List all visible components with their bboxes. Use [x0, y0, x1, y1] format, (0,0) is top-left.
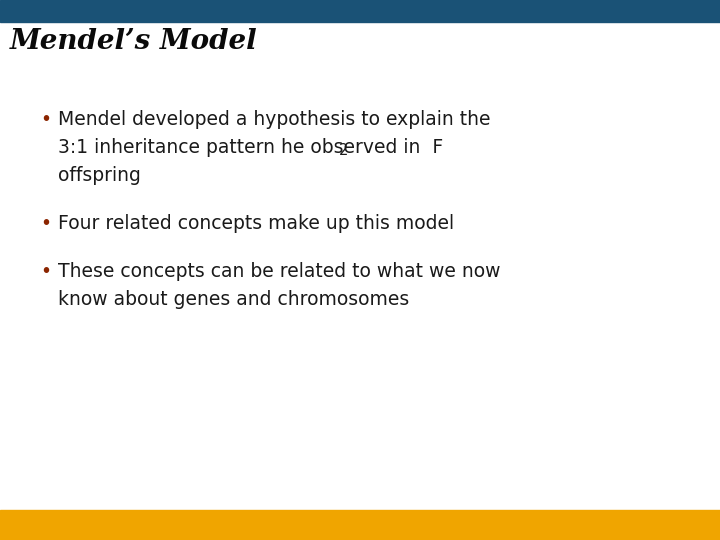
Text: © 2011 Pearson Education, Inc.: © 2011 Pearson Education, Inc.	[8, 520, 174, 530]
Text: These concepts can be related to what we now: These concepts can be related to what we…	[58, 262, 500, 281]
Text: 3:1 inheritance pattern he observed in  F: 3:1 inheritance pattern he observed in F	[58, 138, 444, 157]
Text: •: •	[40, 110, 51, 129]
Text: 2: 2	[339, 143, 348, 158]
Text: •: •	[40, 214, 51, 233]
Text: •: •	[40, 262, 51, 281]
Text: offspring: offspring	[58, 166, 141, 185]
Text: Mendel developed a hypothesis to explain the: Mendel developed a hypothesis to explain…	[58, 110, 490, 129]
Text: know about genes and chromosomes: know about genes and chromosomes	[58, 290, 409, 309]
Text: Mendel’s Model: Mendel’s Model	[10, 28, 258, 55]
Text: Four related concepts make up this model: Four related concepts make up this model	[58, 214, 454, 233]
